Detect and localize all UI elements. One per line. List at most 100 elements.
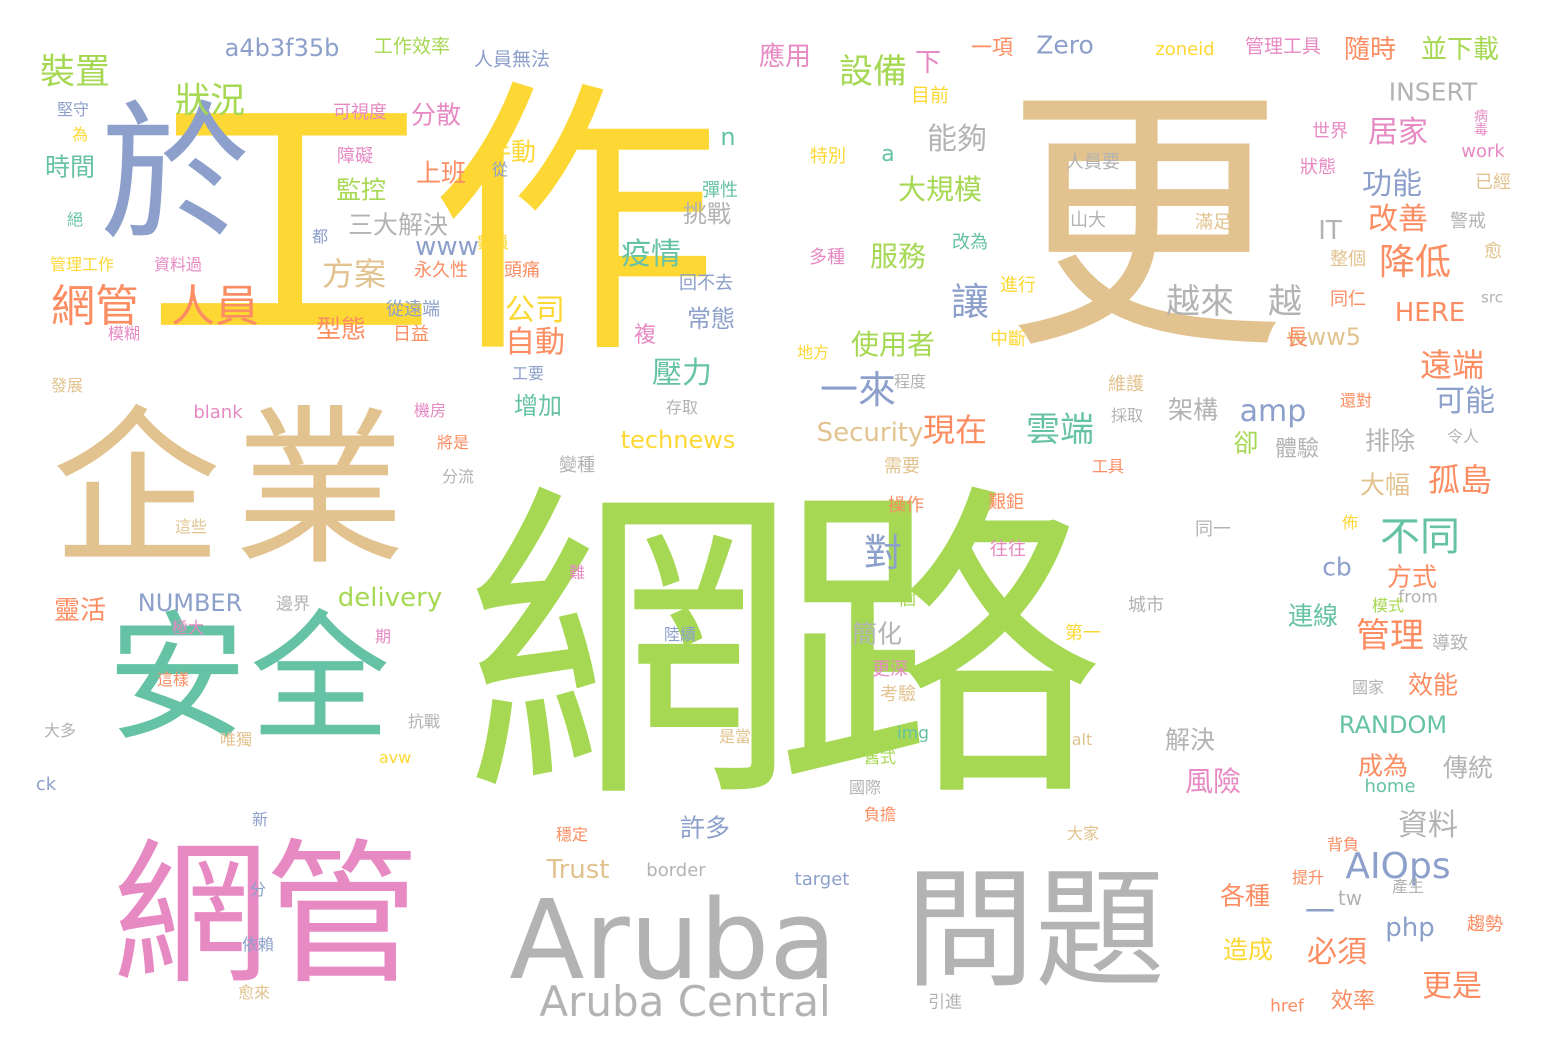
word-177: 極大 bbox=[171, 618, 205, 637]
word-36: 世界 bbox=[1312, 121, 1348, 142]
word-138: 艱鉅 bbox=[988, 492, 1024, 513]
word-11: AIOps bbox=[1345, 846, 1451, 887]
word-65: 體驗 bbox=[1274, 437, 1320, 462]
word-104: 背負 bbox=[1326, 835, 1360, 854]
word-141: 變種 bbox=[559, 455, 595, 476]
word-38: 人員要 bbox=[1066, 152, 1120, 173]
word-167: blank bbox=[193, 402, 243, 423]
word-71: 方式 bbox=[1386, 562, 1438, 592]
word-120: a bbox=[881, 142, 895, 167]
word-146: 方案 bbox=[321, 255, 387, 293]
word-126: 進行 bbox=[1000, 275, 1036, 296]
word-57: 服務 bbox=[869, 240, 927, 273]
word-45: src bbox=[1481, 288, 1503, 307]
word-106: 引進 bbox=[928, 992, 962, 1013]
word-200: 依賴 bbox=[241, 935, 275, 954]
word-135: 存取 bbox=[665, 398, 699, 417]
word-180: 這樣 bbox=[156, 670, 190, 689]
word-147: www bbox=[415, 232, 479, 262]
word-159: 堅守 bbox=[56, 100, 90, 119]
word-101: href bbox=[1270, 996, 1304, 1017]
word-33: 病毒 bbox=[1472, 108, 1488, 136]
word-165: 工要 bbox=[511, 364, 545, 383]
word-97: 必須 bbox=[1307, 935, 1367, 970]
word-44: 同仁 bbox=[1330, 289, 1366, 310]
word-60: 現在 bbox=[922, 411, 988, 449]
word-160: 為 bbox=[71, 125, 89, 144]
word-161: 絕 bbox=[66, 210, 84, 229]
word-62: amp bbox=[1239, 394, 1307, 429]
word-156: 可視度 bbox=[333, 102, 387, 123]
word-34: work bbox=[1461, 141, 1505, 162]
word-89: 傳統 bbox=[1442, 753, 1494, 783]
word-20: 設備 bbox=[839, 52, 907, 92]
word-197: border bbox=[646, 860, 706, 881]
word-95: 各種 bbox=[1219, 881, 1271, 911]
word-42: 愈 bbox=[1484, 241, 1502, 262]
word-157: 障礙 bbox=[337, 146, 373, 167]
word-136: 需要 bbox=[884, 456, 920, 477]
word-74: cb bbox=[1322, 552, 1352, 582]
word-132: 還對 bbox=[1339, 391, 1373, 410]
word-28: INSERT bbox=[1388, 77, 1478, 107]
word-96: php bbox=[1385, 913, 1435, 943]
word-164: 模糊 bbox=[107, 324, 141, 343]
word-54: 越 bbox=[1268, 282, 1302, 322]
word-183: 唯獨 bbox=[219, 730, 253, 749]
word-108: technews bbox=[620, 426, 736, 454]
word-103: 產生 bbox=[1391, 877, 1425, 896]
word-152: 頭痛 bbox=[504, 260, 540, 281]
word-123: 特別 bbox=[810, 146, 846, 167]
word-117: 複 bbox=[633, 323, 657, 348]
word-130: 維護 bbox=[1108, 374, 1144, 395]
word-142: 分散 bbox=[410, 100, 462, 130]
word-76: 一個 bbox=[880, 589, 916, 610]
word-109: 壓力 bbox=[652, 356, 712, 391]
word-172: delivery bbox=[337, 583, 443, 613]
word-116: 挑戰 bbox=[683, 200, 731, 228]
word-174: 靈活 bbox=[53, 596, 107, 626]
word-51: 改善 bbox=[1368, 202, 1428, 237]
word-10: 一 bbox=[1305, 895, 1335, 930]
word-155: 時間 bbox=[44, 152, 96, 182]
word-86: 國家 bbox=[1351, 678, 1385, 697]
word-99: 更是 bbox=[1422, 969, 1482, 1004]
word-193: 負擔 bbox=[863, 805, 897, 824]
word-12: 網管 bbox=[51, 281, 139, 332]
word-169: 將是 bbox=[436, 433, 470, 452]
word-105: 提升 bbox=[1291, 868, 1325, 887]
word-21: 下 bbox=[914, 48, 942, 78]
word-121: 手動 bbox=[485, 137, 537, 167]
word-158: 從 bbox=[491, 160, 509, 179]
word-77: 第一 bbox=[1065, 623, 1101, 644]
word-2: 更 bbox=[1005, 62, 1285, 388]
word-122: 彈性 bbox=[702, 180, 738, 201]
word-39: 山大 bbox=[1070, 210, 1106, 231]
word-185: img bbox=[896, 723, 930, 744]
word-119: n bbox=[720, 123, 736, 151]
word-182: 大多 bbox=[43, 721, 77, 740]
word-19: 應用 bbox=[758, 42, 812, 72]
word-25: 管理工具 bbox=[1244, 35, 1322, 58]
word-0: 網路 bbox=[464, 458, 1105, 842]
word-84: 考驗 bbox=[880, 684, 916, 705]
word-151: 永久性 bbox=[414, 260, 468, 281]
word-63: 架構 bbox=[1167, 395, 1219, 425]
word-27: 並下載 bbox=[1420, 35, 1500, 65]
word-69: 不同 bbox=[1380, 514, 1460, 560]
word-9: Aruba Central bbox=[539, 977, 831, 1026]
word-145: 三大解決 bbox=[347, 210, 449, 240]
word-3: 企業 bbox=[51, 391, 419, 589]
word-41: 警戒 bbox=[1450, 211, 1486, 232]
word-168: 機房 bbox=[413, 401, 447, 420]
word-46: HERE bbox=[1394, 298, 1466, 328]
word-80: 導致 bbox=[1432, 633, 1468, 654]
word-22: 一項 bbox=[971, 35, 1013, 60]
word-133: 令人 bbox=[1446, 427, 1480, 446]
word-170: 分流 bbox=[441, 467, 475, 486]
word-187: 舊式 bbox=[863, 748, 897, 767]
word-17: 工作效率 bbox=[373, 35, 451, 58]
word-153: 數員 bbox=[476, 233, 510, 252]
word-129: 程度 bbox=[893, 372, 927, 391]
word-79: 模式 bbox=[1371, 596, 1405, 615]
